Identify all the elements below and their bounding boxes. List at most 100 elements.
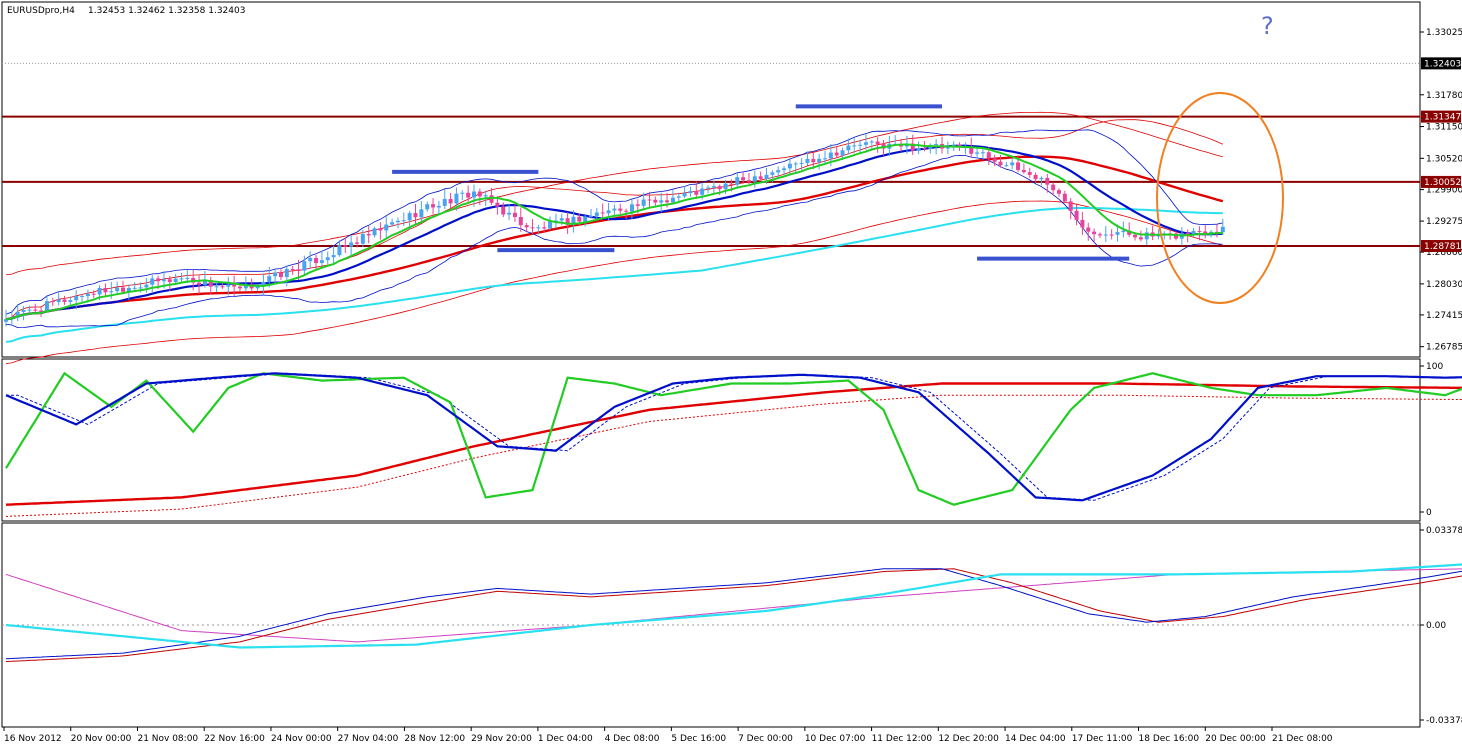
x-tick-label: 12 Dec 20:00 xyxy=(938,734,999,744)
candle xyxy=(746,172,751,185)
candle xyxy=(1220,218,1225,235)
candle-body xyxy=(33,309,38,311)
x-tick-label: 17 Dec 11:00 xyxy=(1072,734,1133,744)
candle-body xyxy=(232,284,237,287)
price-panel xyxy=(2,62,1420,364)
candle-body xyxy=(1033,174,1038,180)
candle-body xyxy=(869,141,874,143)
candle xyxy=(536,224,541,235)
candle xyxy=(460,190,465,201)
y-tick-label: 0.00 xyxy=(1426,621,1446,631)
y-tick-label: 0.03378 xyxy=(1426,526,1462,536)
candle-body xyxy=(846,145,851,151)
candle-body xyxy=(863,142,868,145)
candle-body xyxy=(290,269,295,271)
candle xyxy=(1010,158,1015,170)
candle-body xyxy=(799,162,804,164)
candle xyxy=(1086,222,1091,241)
candle xyxy=(121,280,125,295)
candle-body xyxy=(1051,184,1056,191)
candle xyxy=(741,172,746,184)
candle xyxy=(1062,190,1067,204)
candle xyxy=(226,276,231,296)
candle-body xyxy=(682,193,687,197)
candle xyxy=(863,134,868,150)
candle-body xyxy=(319,260,324,264)
candle-body xyxy=(208,280,213,287)
x-tick-label: 11 Dec 12:00 xyxy=(872,734,933,744)
candle-body xyxy=(729,183,734,185)
candle xyxy=(1109,229,1114,240)
candle xyxy=(869,139,874,150)
candle xyxy=(629,199,634,220)
red-band-upper xyxy=(5,119,1223,320)
candle-body xyxy=(50,301,55,303)
candle xyxy=(1074,204,1079,226)
candle-body xyxy=(284,269,289,278)
candle-body xyxy=(454,193,459,204)
candle-body xyxy=(1045,177,1050,185)
candle xyxy=(495,196,500,215)
x-tick-label: 21 Nov 08:00 xyxy=(137,734,198,744)
candle-body xyxy=(512,212,517,217)
candle xyxy=(735,172,740,187)
candle-body xyxy=(126,287,131,292)
candle xyxy=(711,180,716,195)
candle xyxy=(372,226,377,238)
candle-body xyxy=(1103,234,1108,236)
x-tick-label: 24 Nov 00:00 xyxy=(271,734,332,744)
y-tick-label: 1.30520 xyxy=(1426,154,1462,164)
candle xyxy=(992,154,997,167)
candle xyxy=(103,283,108,298)
candle-body xyxy=(811,158,816,163)
candle-body xyxy=(1191,230,1196,235)
candle-body xyxy=(1144,232,1149,240)
candle-body xyxy=(1197,230,1202,232)
candle-body xyxy=(553,220,558,222)
candle-body xyxy=(273,272,278,277)
candle-body xyxy=(1021,169,1026,173)
cyan-moving-average xyxy=(5,207,1223,343)
candle-body xyxy=(992,158,997,162)
candle-body xyxy=(823,158,827,160)
price-tag-label: 1.32403 xyxy=(1424,59,1461,69)
candle xyxy=(425,201,430,212)
candle xyxy=(261,273,266,296)
macd-cyan-line xyxy=(5,563,1462,649)
x-tick-label: 7 Dec 00:00 xyxy=(738,734,793,744)
candle-body xyxy=(1115,232,1120,235)
candle-body xyxy=(442,198,447,206)
candle xyxy=(431,198,436,215)
candle xyxy=(553,213,558,229)
candle-body xyxy=(144,284,149,288)
candle-body xyxy=(665,200,670,203)
candle xyxy=(390,218,395,227)
candle xyxy=(834,146,839,158)
ohlc-label: 1.32453 1.32462 1.32358 1.32403 xyxy=(88,6,245,16)
candle xyxy=(875,137,880,153)
candle xyxy=(466,185,471,202)
candle-body xyxy=(594,212,599,216)
candle-body xyxy=(27,309,32,311)
candle xyxy=(448,192,453,208)
candle-body xyxy=(600,212,605,214)
y-tick-label: 1.31150 xyxy=(1426,123,1462,133)
y-tick-label: 100 xyxy=(1426,362,1443,372)
candle xyxy=(787,157,792,176)
candle xyxy=(284,265,289,287)
candle xyxy=(542,221,547,233)
candle-body xyxy=(1133,234,1138,238)
candle-body xyxy=(366,233,371,236)
x-tick-label: 20 Dec 00:00 xyxy=(1205,734,1266,744)
candle xyxy=(366,226,371,244)
candle xyxy=(343,237,348,253)
candle-body xyxy=(1039,177,1044,180)
candle-body xyxy=(629,204,634,212)
red-envelope-lower xyxy=(5,200,1223,364)
y-tick-label: 1.29275 xyxy=(1426,217,1462,227)
candle-body xyxy=(466,192,471,198)
candle-body xyxy=(793,163,798,165)
candle-body xyxy=(384,224,389,231)
candle-body xyxy=(840,150,845,156)
